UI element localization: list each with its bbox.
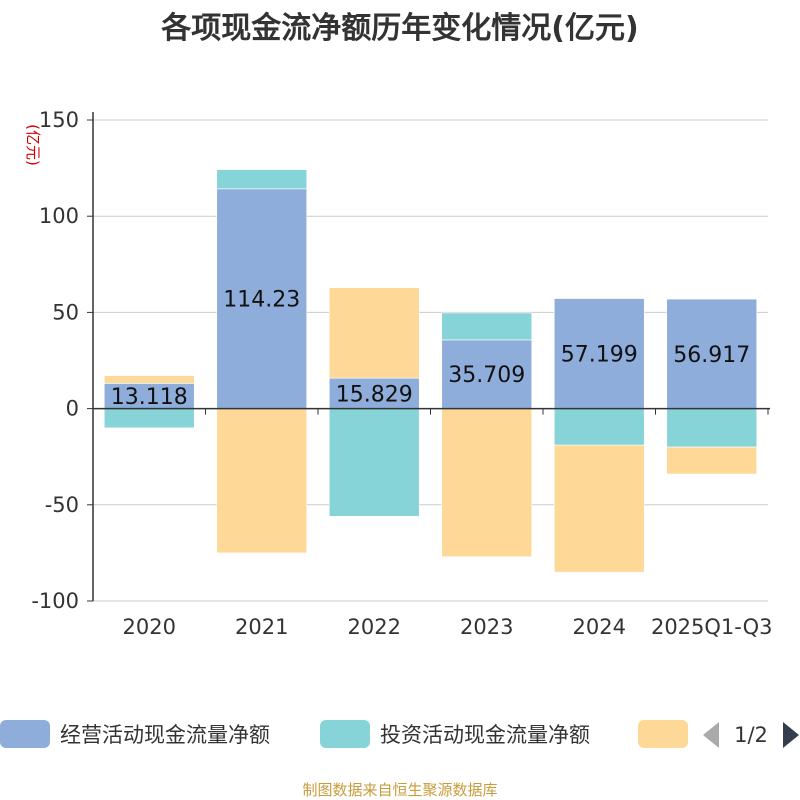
legend-next-icon [783,722,799,748]
axes: 150 100 50 0 -50 -100 2020 2021 2022 2023 2024 2025… [31,108,772,639]
legend-prev-icon [703,722,719,748]
x-tick-label: 2022 [348,615,401,639]
bars [103,169,758,573]
chart-title: 各项现金流净额历年变化情况(亿元) [160,11,638,46]
bar-segment [216,408,308,554]
legend: 经营活动现金流量净额 投资活动现金流量净额 1/2 [0,720,799,748]
legend-page-indicator: 1/2 [734,723,768,747]
legend-label: 投资活动现金流量净额 [380,723,590,747]
legend-swatch [638,720,688,748]
bar-segment [103,408,195,429]
x-tick-label: 2020 [123,615,176,639]
bar-segment [553,408,645,446]
bar-segment [441,408,533,558]
y-tick-label: -50 [45,493,79,517]
bar-value-label: 13.118 [111,385,188,410]
bar-segment [553,298,645,409]
bar-segment [328,377,420,409]
legend-label: 经营活动现金流量净额 [60,723,270,747]
x-tick-label: 2025Q1-Q3 [651,615,773,639]
bar-segment [216,188,308,409]
x-tick-label: 2024 [573,615,626,639]
y-tick-label: 100 [39,204,79,228]
bar-value-label: 15.829 [336,382,413,407]
bar-value-label: 57.199 [561,343,638,368]
footer-source: 制图数据来自恒生聚源数据库 [302,781,497,799]
bar-value-label: 114.23 [223,288,300,313]
bar-segment [666,298,758,409]
bar-segment [216,169,308,190]
y-axis-unit: (亿元) [24,124,42,166]
bar-value-label: 35.709 [448,363,525,388]
bar-segment [666,408,758,448]
legend-item [638,720,688,748]
bar-segment [328,408,420,517]
bar-segment [328,287,420,379]
bar-segment [553,444,645,573]
y-tick-label: 50 [52,300,79,324]
y-tick-label: -100 [31,589,79,613]
bar-segment [666,446,758,475]
bar-segment [103,383,195,409]
bar-segment [441,312,533,341]
bar-value-label: 56.917 [673,343,750,368]
grid-lines [93,119,768,602]
legend-swatch [320,720,370,748]
legend-item: 投资活动现金流量净额 [320,720,590,748]
legend-item: 经营活动现金流量净额 [0,720,270,748]
data-labels: 13.118 114.23 15.829 35.709 57.199 56.917 [111,288,750,410]
y-tick-label: 0 [66,397,79,421]
bar-segment [441,339,533,409]
bar-segment [103,375,195,384]
x-tick-label: 2021 [235,615,288,639]
x-tick-label: 2023 [460,615,513,639]
legend-swatch [0,720,50,748]
y-tick-label: 150 [39,108,79,132]
